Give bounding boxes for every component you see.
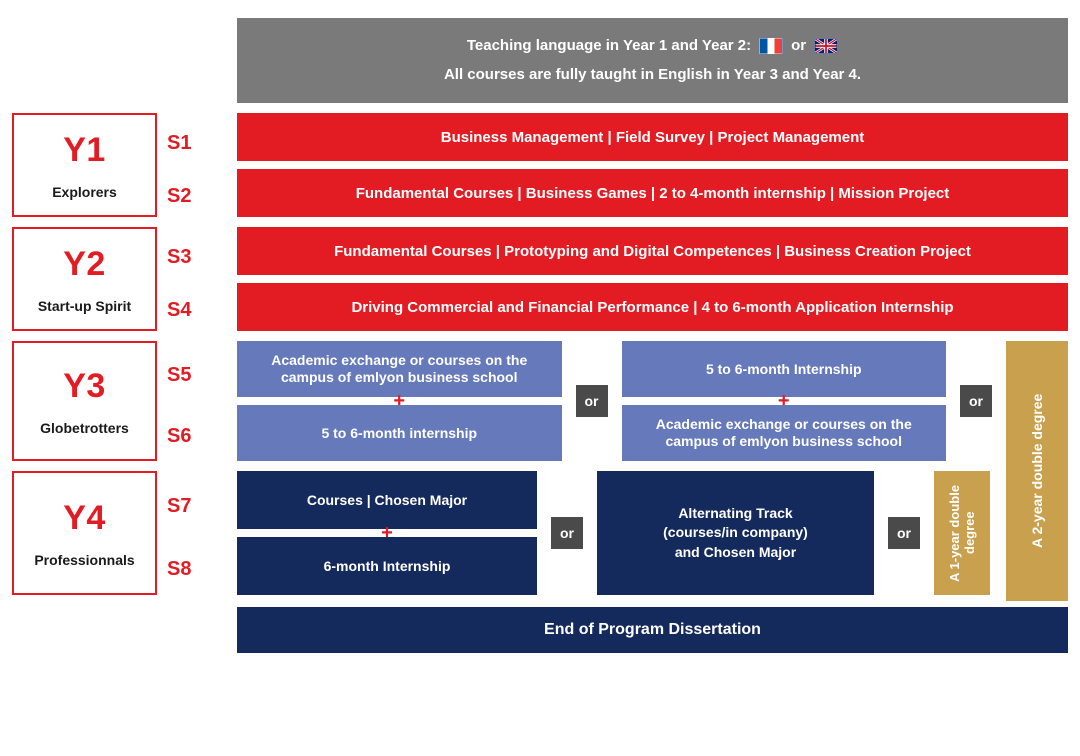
s1-bar: Business Management | Field Survey | Pro… bbox=[237, 113, 1068, 161]
year3-semesters: S5 S6 bbox=[167, 341, 227, 471]
footer-dissertation: End of Program Dissertation bbox=[237, 607, 1068, 653]
year2-bars: Fundamental Courses | Prototyping and Di… bbox=[237, 227, 1068, 331]
year1-subtitle: Explorers bbox=[18, 184, 151, 200]
header-line2: All courses are fully taught in English … bbox=[247, 61, 1058, 90]
y4-a-top: Courses | Chosen Major bbox=[237, 471, 537, 529]
or-box: or bbox=[960, 385, 992, 417]
s3-bar: Fundamental Courses | Prototyping and Di… bbox=[237, 227, 1068, 275]
spacer bbox=[12, 18, 157, 113]
y4-a-bot: 6-month Internship bbox=[237, 537, 537, 595]
uk-flag-icon bbox=[814, 38, 838, 54]
year2-label: Y2 bbox=[18, 245, 151, 284]
spacer bbox=[167, 605, 227, 653]
s3-code: S3 bbox=[167, 231, 227, 284]
year4-label: Y4 bbox=[18, 499, 151, 538]
year4-paths: Courses | Chosen Major + 6-month Interns… bbox=[237, 471, 1068, 595]
s2-bar: Fundamental Courses | Business Games | 2… bbox=[237, 169, 1068, 217]
year1-box: Y1 Explorers bbox=[12, 113, 157, 217]
s5-code: S5 bbox=[167, 345, 227, 406]
french-flag-icon bbox=[759, 38, 783, 54]
y4-path-a: Courses | Chosen Major + 6-month Interns… bbox=[237, 471, 537, 595]
year2-box: Y2 Start-up Spirit bbox=[12, 227, 157, 331]
s4-code: S4 bbox=[167, 284, 227, 337]
y4-path-b: Alternating Track (courses/in company) a… bbox=[597, 471, 874, 595]
s2-code: S2 bbox=[167, 170, 227, 223]
year1-semesters: S1 S2 bbox=[167, 113, 227, 227]
spacer bbox=[12, 605, 157, 653]
or-box: or bbox=[551, 517, 583, 549]
or-box: or bbox=[888, 517, 920, 549]
or-box: or bbox=[576, 385, 608, 417]
year2-subtitle: Start-up Spirit bbox=[18, 298, 151, 314]
y3-b-top: 5 to 6-month Internship bbox=[622, 341, 947, 397]
y3-a-top: Academic exchange or courses on the camp… bbox=[237, 341, 562, 397]
year3-paths: Academic exchange or courses on the camp… bbox=[237, 341, 1068, 461]
year4-box: Y4 Professionnals bbox=[12, 471, 157, 595]
header-banner: Teaching language in Year 1 and Year 2: … bbox=[237, 18, 1068, 103]
s7-code: S7 bbox=[167, 475, 227, 538]
y3-path-b: 5 to 6-month Internship + Academic excha… bbox=[622, 341, 947, 461]
y4-double-degree-1y: A 1-year double degree bbox=[934, 471, 990, 595]
y3-path-a: Academic exchange or courses on the camp… bbox=[237, 341, 562, 461]
year3-subtitle: Globetrotters bbox=[18, 420, 151, 436]
y3-b-bot: Academic exchange or courses on the camp… bbox=[622, 405, 947, 461]
year3-box: Y3 Globetrotters bbox=[12, 341, 157, 461]
s4-bar: Driving Commercial and Financial Perform… bbox=[237, 283, 1068, 331]
s1-code: S1 bbox=[167, 117, 227, 170]
spacer bbox=[167, 18, 227, 113]
year4-subtitle: Professionnals bbox=[18, 552, 151, 568]
header-line1-or: or bbox=[791, 32, 806, 61]
year1-label: Y1 bbox=[18, 131, 151, 170]
y3-a-bot: 5 to 6-month internship bbox=[237, 405, 562, 461]
s8-code: S8 bbox=[167, 538, 227, 601]
year4-semesters: S7 S8 bbox=[167, 471, 227, 605]
year1-bars: Business Management | Field Survey | Pro… bbox=[237, 113, 1068, 217]
header-line1-prefix: Teaching language in Year 1 and Year 2: bbox=[467, 32, 751, 61]
program-grid: Teaching language in Year 1 and Year 2: … bbox=[12, 18, 1068, 653]
y3-double-degree-2y: A 2-year double degree bbox=[1006, 341, 1068, 601]
s6-code: S6 bbox=[167, 406, 227, 467]
year2-semesters: S3 S4 bbox=[167, 227, 227, 341]
year3-label: Y3 bbox=[18, 367, 151, 406]
